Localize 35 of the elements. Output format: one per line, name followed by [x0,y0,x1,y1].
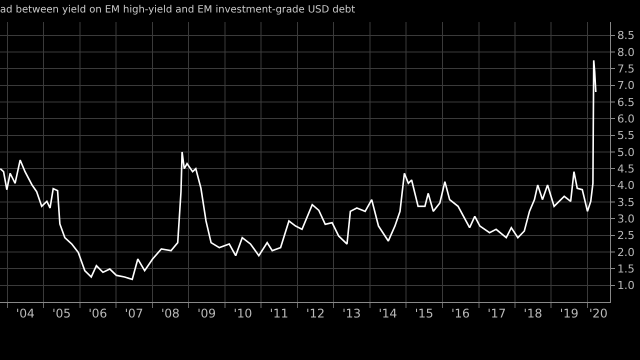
x-tick-label: '13 [342,306,361,320]
y-tick-label: 1.0 [617,279,635,292]
y-tick-label: 2.5 [617,229,635,242]
x-tick-label: '15 [414,306,434,320]
x-tick-label: '16 [451,306,470,320]
x-tick-label: '20 [589,306,608,320]
x-tick-label: '06 [88,306,108,320]
y-tick-label: 8.5 [617,29,635,42]
x-tick-label: '07 [124,306,144,320]
x-tick-label: '05 [52,306,71,320]
y-tick-label: 3.0 [617,212,635,226]
y-tick-label: 5.5 [617,129,635,142]
x-tick-label: '04 [16,306,35,320]
y-tick-label: 8.0 [617,46,635,59]
x-tick-label: '09 [197,306,216,320]
y-tick-label: 2.0 [617,246,635,259]
x-tick-label: '17 [487,306,506,320]
x-tick-label: '10 [234,306,252,320]
y-tick-label: 5.0 [617,146,635,159]
x-tick-label: '11 [270,306,288,320]
y-tick-label: 7.0 [617,79,635,92]
line-series [0,60,597,280]
x-tick-label: '19 [560,306,578,320]
x-tick-label: '12 [306,306,325,320]
y-tick-label: 4.0 [617,179,635,192]
y-tick-label: 1.5 [617,262,635,276]
y-tick-label: 6.0 [617,112,635,126]
chart-title: ad between yield on EM high-yield and EM investment-grade USD debt [0,4,356,16]
y-tick-label: 7.5 [617,62,635,76]
y-tick-label: 4.5 [617,162,635,176]
x-tick-label: '14 [378,306,398,320]
y-tick-label: 6.5 [617,96,635,109]
y-tick-label: 3.5 [617,196,635,209]
x-tick-label: '18 [524,306,542,320]
x-tick-label: '08 [161,306,180,320]
